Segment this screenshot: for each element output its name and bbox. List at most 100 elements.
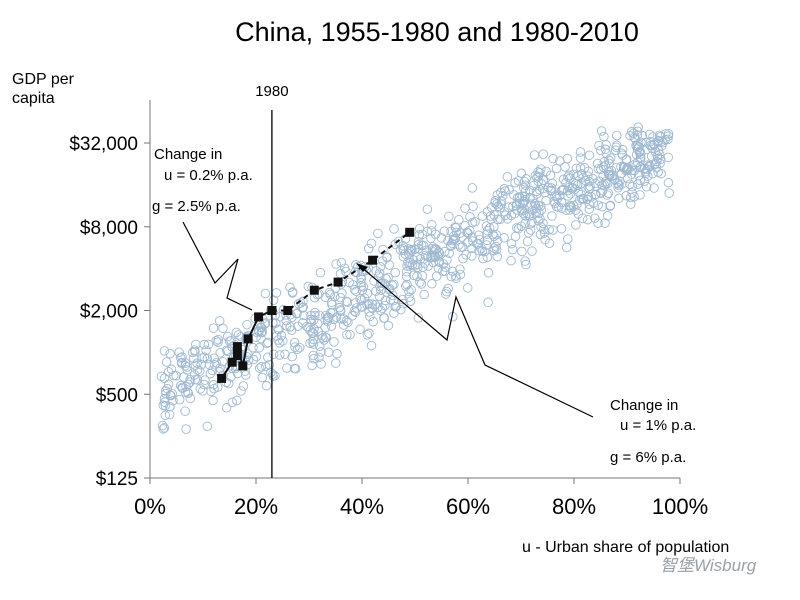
background-point	[644, 129, 655, 140]
background-point	[489, 243, 499, 253]
background-point	[605, 200, 616, 211]
background-point	[590, 213, 600, 223]
background-point	[355, 324, 365, 335]
background-point	[649, 159, 660, 170]
series-2-point	[405, 227, 415, 237]
background-point	[455, 269, 466, 280]
x-tick-label: 60%	[446, 494, 490, 519]
background-point	[335, 292, 346, 303]
background-point	[463, 228, 473, 238]
series-2-point	[309, 285, 319, 295]
background-point	[379, 313, 390, 323]
annotation-left: Change in u = 0.2% p.a. g = 2.5% p.a.	[152, 146, 253, 311]
background-point	[362, 330, 373, 340]
background-point	[218, 356, 228, 367]
background-point	[241, 351, 252, 362]
background-point	[209, 353, 219, 363]
background-point	[593, 164, 604, 174]
background-point	[470, 217, 480, 227]
background-point	[644, 160, 655, 171]
background-point	[583, 166, 594, 177]
background-point	[385, 295, 396, 305]
background-point	[510, 231, 521, 242]
background-point	[563, 172, 573, 182]
background-point	[167, 389, 178, 399]
annotation-left-pointer	[182, 221, 253, 311]
background-point	[198, 386, 208, 396]
background-point	[427, 220, 437, 230]
background-point	[181, 424, 191, 434]
background-point	[496, 199, 506, 209]
background-point	[547, 211, 557, 221]
background-point	[491, 229, 502, 240]
background-point	[570, 184, 580, 194]
background-point	[475, 234, 485, 245]
background-point	[232, 395, 242, 406]
background-point	[658, 137, 668, 148]
background-point	[202, 421, 213, 432]
background-point	[321, 310, 331, 321]
y-tick-label: $125	[96, 469, 138, 490]
background-point	[468, 236, 478, 246]
background-point	[408, 255, 419, 265]
background-point	[636, 153, 646, 164]
background-point	[375, 262, 386, 272]
background-point	[175, 380, 186, 391]
background-point	[535, 229, 546, 240]
background-point	[290, 342, 300, 352]
background-point	[484, 223, 495, 233]
background-point	[446, 271, 457, 282]
background-point	[423, 261, 433, 271]
background-point	[351, 286, 361, 297]
background-point	[627, 181, 638, 192]
background-point	[455, 264, 465, 274]
background-point	[175, 353, 186, 363]
background-point	[413, 239, 424, 250]
background-point	[207, 365, 218, 376]
background-point	[159, 423, 170, 433]
background-point	[310, 307, 320, 318]
background-point	[357, 302, 367, 312]
background-point	[571, 220, 581, 230]
background-point	[421, 250, 431, 261]
background-point	[345, 329, 355, 340]
y-tick-label: $8,000	[80, 218, 138, 239]
series-1-point	[227, 357, 237, 367]
background-point	[521, 174, 531, 184]
background-point	[633, 122, 643, 132]
background-point	[280, 349, 290, 360]
background-point	[560, 162, 570, 172]
background-point	[451, 227, 462, 238]
background-point	[159, 346, 170, 356]
background-point	[437, 266, 448, 277]
background-point	[211, 336, 221, 346]
background-point	[557, 184, 568, 195]
background-point	[654, 136, 664, 146]
background-point	[422, 204, 433, 214]
background-point	[427, 279, 437, 289]
background-point	[543, 182, 554, 193]
background-point	[252, 327, 262, 338]
background-point	[575, 153, 586, 163]
background-point	[221, 403, 232, 413]
background-point	[268, 317, 278, 328]
background-point	[164, 409, 175, 420]
background-point	[474, 245, 484, 256]
background-point	[274, 350, 285, 360]
background-point	[365, 311, 375, 322]
background-point	[201, 345, 211, 355]
background-point	[342, 330, 352, 340]
background-point	[251, 351, 262, 362]
vertical-reference-line: 1980	[255, 83, 289, 478]
background-point	[617, 150, 628, 160]
background-point	[455, 228, 466, 238]
background-point	[278, 336, 288, 346]
series-markers	[217, 227, 415, 383]
background-point	[509, 208, 520, 219]
background-point	[544, 238, 555, 249]
background-point	[227, 397, 238, 408]
background-point	[208, 323, 219, 333]
background-point	[474, 230, 484, 240]
background-point	[407, 260, 418, 270]
background-point	[563, 234, 573, 244]
